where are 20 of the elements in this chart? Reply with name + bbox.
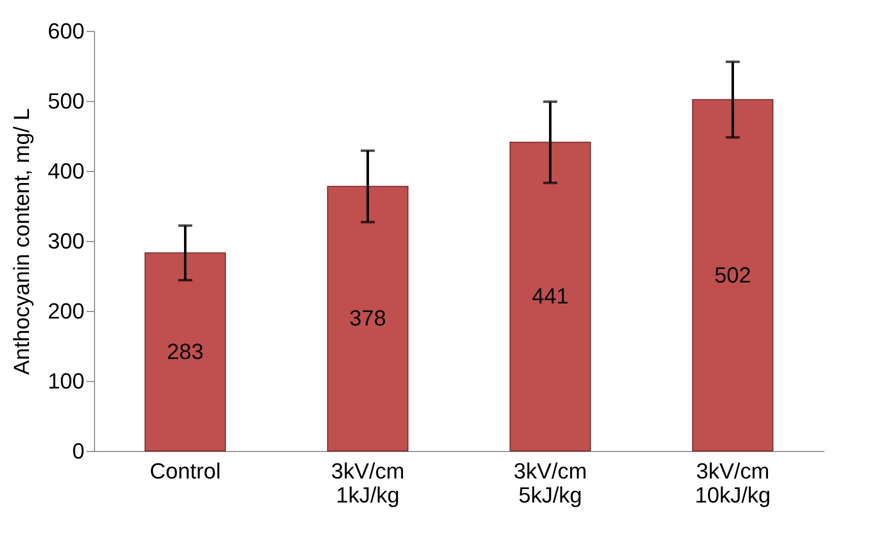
y-axis-title: Anthocyanin content, mg/ L (8, 108, 34, 375)
bar (327, 186, 408, 452)
y-tick-label: 300 (48, 228, 84, 254)
y-tick-label: 500 (48, 88, 84, 114)
bar (692, 99, 774, 452)
x-tick-label: 3kV/cm 5kJ/kg (514, 458, 587, 508)
y-tick-label: 400 (48, 158, 84, 184)
y-tick-label: 600 (48, 18, 84, 44)
bar (510, 142, 591, 452)
y-tick-label: 100 (48, 368, 84, 394)
data-label: 283 (166, 338, 204, 364)
x-tick-label: 3kV/cm 10kJ/kg (694, 458, 771, 508)
x-tick-label: 3kV/cm 1kJ/kg (331, 458, 404, 508)
data-label: 441 (532, 284, 569, 309)
bar (144, 252, 226, 452)
y-tick-label: 0 (72, 438, 84, 464)
data-label: 502 (714, 262, 752, 288)
y-tick-label: 200 (48, 298, 84, 324)
data-label: 378 (349, 306, 386, 331)
x-tick-label: Control (150, 458, 221, 484)
